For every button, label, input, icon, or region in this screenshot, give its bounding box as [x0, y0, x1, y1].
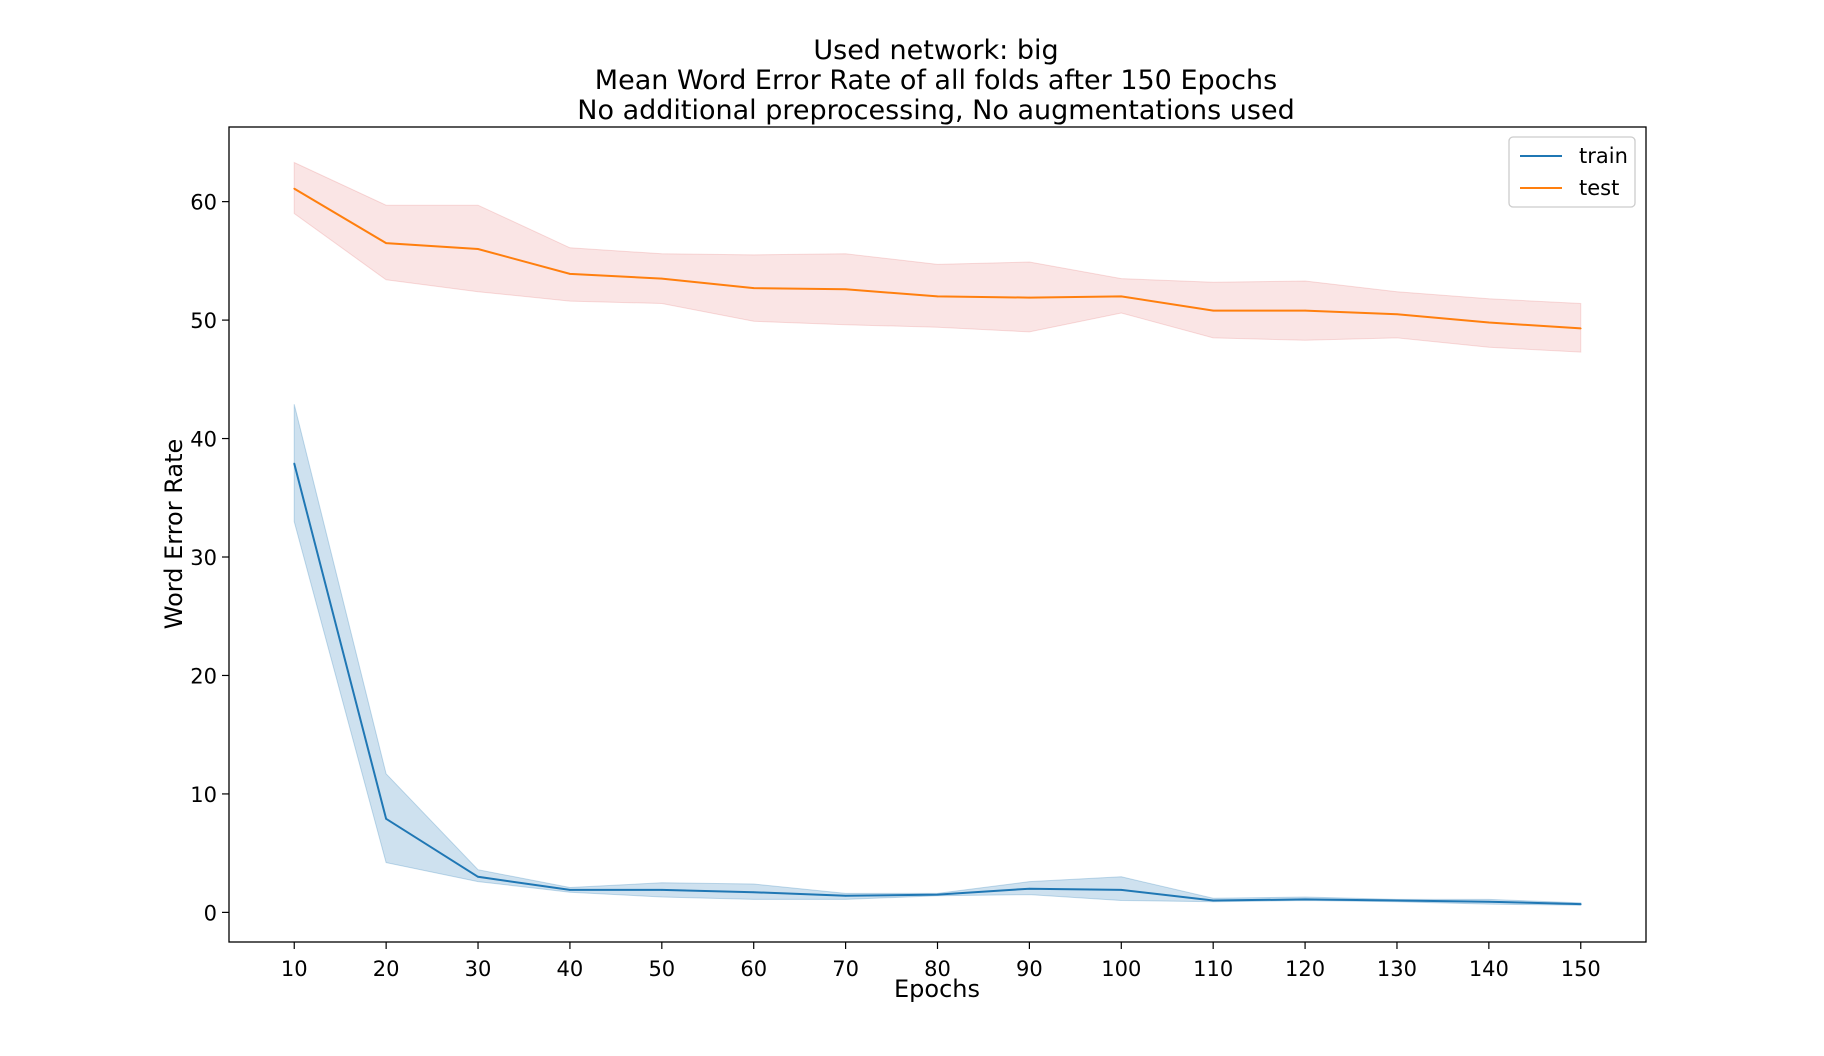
point-test-90 — [1028, 296, 1031, 299]
y-tick-label-50: 50 — [190, 309, 217, 333]
y-tick-label-10: 10 — [190, 783, 217, 807]
x-tick-label-150: 150 — [1561, 957, 1601, 981]
point-train-140 — [1488, 900, 1490, 903]
x-tick-label-50: 50 — [648, 957, 675, 981]
band-train — [293, 404, 1582, 906]
point-train-110 — [1212, 899, 1214, 902]
y-axis-label: Word Error Rate — [160, 439, 188, 629]
point-train-50 — [661, 889, 663, 891]
point-test-20 — [385, 242, 387, 244]
x-tick-label-20: 20 — [373, 957, 400, 981]
point-test-140 — [1488, 321, 1490, 324]
point-train-80 — [936, 893, 939, 896]
point-test-130 — [1396, 313, 1398, 316]
legend-label-test: test — [1579, 176, 1619, 200]
point-train-150 — [1580, 903, 1582, 905]
point-test-50 — [661, 277, 663, 280]
chart-title-line-1: Used network: big — [813, 35, 1058, 66]
band-test — [293, 161, 1582, 353]
point-train-30 — [477, 876, 479, 878]
y-tick-label-30: 30 — [190, 546, 217, 570]
x-axis: 10 20 30 40 50 60 70 80 90 100 110 120 130 140 150 — [281, 942, 1601, 981]
point-test-70 — [844, 288, 847, 291]
x-tick-label-110: 110 — [1193, 957, 1233, 981]
point-train-130 — [1396, 899, 1398, 902]
plot-area — [228, 126, 1647, 943]
chart-title-line-3: No additional preprocessing, No augmenta… — [577, 95, 1294, 126]
series-lines — [293, 187, 1582, 906]
x-tick-label-100: 100 — [1101, 957, 1141, 981]
x-tick-label-60: 60 — [740, 957, 767, 981]
point-test-80 — [936, 295, 939, 298]
confidence-bands — [293, 161, 1582, 906]
y-axis: 0 10 20 30 40 50 60 — [190, 191, 229, 925]
x-tick-label-70: 70 — [832, 957, 859, 981]
point-train-60 — [752, 891, 755, 893]
chart-title-line-2: Mean Word Error Rate of all folds after … — [595, 65, 1277, 96]
point-test-40 — [569, 273, 571, 275]
point-test-30 — [477, 248, 479, 250]
legend: train test — [1508, 136, 1636, 208]
point-test-150 — [1580, 327, 1582, 330]
chart-title: Used network: big Mean Word Error Rate o… — [577, 35, 1294, 126]
y-tick-label-60: 60 — [190, 191, 217, 215]
point-test-110 — [1212, 309, 1214, 312]
point-test-100 — [1120, 295, 1123, 298]
point-test-60 — [752, 287, 755, 289]
point-train-120 — [1304, 898, 1306, 901]
legend-label-train: train — [1579, 144, 1628, 168]
x-tick-label-40: 40 — [557, 957, 584, 981]
x-tick-label-30: 30 — [465, 957, 492, 981]
x-tick-label-140: 140 — [1469, 957, 1509, 981]
y-tick-label-0: 0 — [204, 901, 217, 925]
point-test-120 — [1304, 309, 1306, 312]
line-train — [293, 463, 1581, 906]
x-tick-label-130: 130 — [1377, 957, 1417, 981]
x-axis-label: Epochs — [894, 975, 980, 1003]
point-train-10 — [293, 462, 296, 465]
point-test-10 — [293, 187, 296, 190]
point-train-100 — [1120, 889, 1123, 891]
y-tick-label-20: 20 — [190, 664, 217, 688]
x-tick-label-10: 10 — [281, 957, 308, 981]
point-train-20 — [385, 818, 387, 820]
point-train-70 — [844, 895, 847, 897]
y-tick-label-40: 40 — [190, 428, 217, 452]
x-tick-label-80: 80 — [924, 957, 951, 981]
legend-box — [1508, 136, 1636, 208]
point-train-90 — [1028, 887, 1031, 890]
x-tick-label-120: 120 — [1285, 957, 1325, 981]
x-tick-label-90: 90 — [1016, 957, 1043, 981]
point-train-40 — [569, 889, 571, 891]
